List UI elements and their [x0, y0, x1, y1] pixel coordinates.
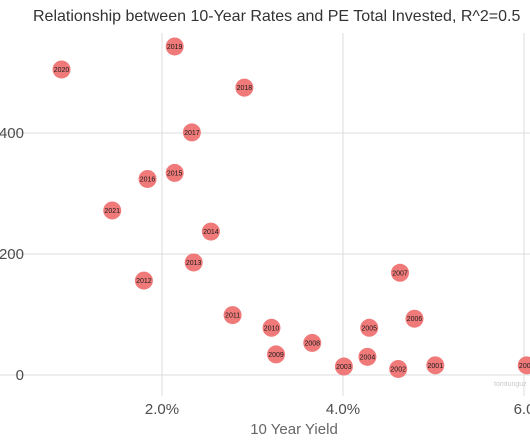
- x-axis-title: 10 Year Yield: [250, 421, 338, 438]
- data-point-label: 2006: [407, 316, 423, 323]
- x-tick-labels: 2.0% 4.0% 6.0: [145, 401, 530, 418]
- data-points: 2020 2019 2018 2017 2016 2015 2021 2014 2013 2012…: [52, 37, 530, 378]
- data-point: [138, 169, 157, 188]
- grid-lines: [0, 33, 530, 396]
- data-point: [303, 333, 322, 352]
- data-point: [235, 78, 254, 97]
- data-point: [426, 356, 445, 375]
- data-point-label: 2017: [184, 130, 200, 137]
- data-point-label: 2019: [167, 44, 183, 51]
- data-point-label: 2021: [104, 208, 120, 215]
- x-tick-label: 6.0: [514, 401, 530, 418]
- data-point-label: 2008: [304, 340, 320, 347]
- data-point: [165, 37, 184, 56]
- chart-title: Relationship between 10-Year Rates and P…: [33, 8, 520, 25]
- watermark-text: tomtunguz: [494, 381, 527, 388]
- y-tick-label: 0: [16, 367, 24, 384]
- data-point-label: 2015: [167, 170, 183, 177]
- data-point-label: 2010: [264, 325, 280, 332]
- data-point-label: 2002: [390, 366, 406, 373]
- data-point: [358, 347, 377, 366]
- data-point: [134, 271, 153, 290]
- data-point-label: 2005: [361, 325, 377, 332]
- data-point-label: 2012: [136, 278, 152, 285]
- data-point: [201, 222, 220, 241]
- x-tick-label: 4.0%: [326, 401, 360, 418]
- data-point-label: 2001: [428, 363, 444, 370]
- data-point-label: 2013: [186, 260, 202, 267]
- data-point-label: 2016: [140, 176, 156, 183]
- data-point: [360, 318, 379, 337]
- data-point: [405, 309, 424, 328]
- y-tick-label: 200: [0, 246, 24, 263]
- data-point-label: 2003: [336, 364, 352, 371]
- data-point-label: 2018: [237, 85, 253, 92]
- y-tick-labels: 0 200 400: [0, 125, 24, 384]
- data-point-label: 2009: [268, 352, 284, 359]
- data-point-label: 2014: [203, 229, 219, 236]
- data-point: [52, 60, 71, 79]
- x-tick-label: 2.0%: [145, 401, 179, 418]
- data-point: [184, 253, 203, 272]
- data-point-label: 2004: [360, 354, 376, 361]
- data-point: [103, 201, 122, 220]
- data-point: [517, 356, 530, 375]
- data-point: [165, 163, 184, 182]
- data-point-label: 2000: [519, 363, 530, 370]
- data-point-label: 2007: [392, 270, 408, 277]
- y-tick-label: 400: [0, 125, 24, 142]
- data-point: [223, 306, 242, 325]
- data-point: [334, 357, 353, 376]
- data-point: [391, 263, 410, 282]
- data-point: [182, 123, 201, 142]
- data-point: [267, 345, 286, 364]
- data-point-label: 2020: [54, 67, 70, 74]
- data-point: [262, 318, 281, 337]
- data-point: [389, 359, 408, 378]
- data-point-label: 2011: [225, 313, 240, 320]
